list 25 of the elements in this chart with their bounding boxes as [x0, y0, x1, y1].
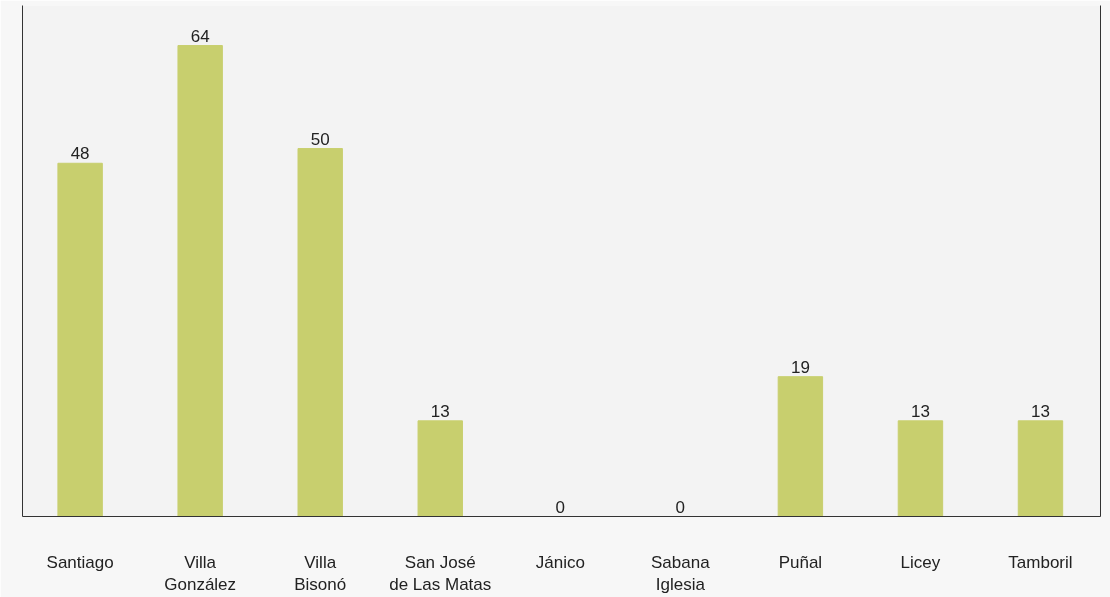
data-label: 0	[555, 497, 566, 517]
data-label: 13	[910, 401, 930, 421]
x-tick-label: Licey	[900, 552, 941, 572]
data-label: 0	[675, 497, 686, 517]
data-label: 13	[430, 401, 450, 421]
bar	[177, 45, 223, 517]
x-tick-label: San José de Las Matas	[389, 552, 492, 595]
bar	[57, 162, 103, 517]
bar	[777, 376, 824, 517]
x-tick-label: Tamboril	[1008, 552, 1073, 572]
x-tick-label: Villa Bisonó	[294, 552, 347, 595]
x-tick-label: Santiago	[46, 552, 114, 572]
data-label: 13	[1031, 401, 1050, 421]
data-label: 64	[190, 26, 210, 46]
bar	[897, 420, 944, 517]
x-tick-label: Jánico	[535, 552, 585, 572]
x-tick-label: Puñal	[778, 552, 823, 572]
data-label: 19	[790, 357, 810, 377]
bar	[417, 420, 463, 517]
bar	[1017, 420, 1064, 517]
data-label: 48	[70, 144, 90, 164]
bar	[297, 148, 343, 517]
data-label: 50	[310, 129, 330, 149]
x-tick-label: Villa González	[164, 552, 237, 595]
x-tick-label: Sabana Iglesia	[651, 552, 711, 595]
